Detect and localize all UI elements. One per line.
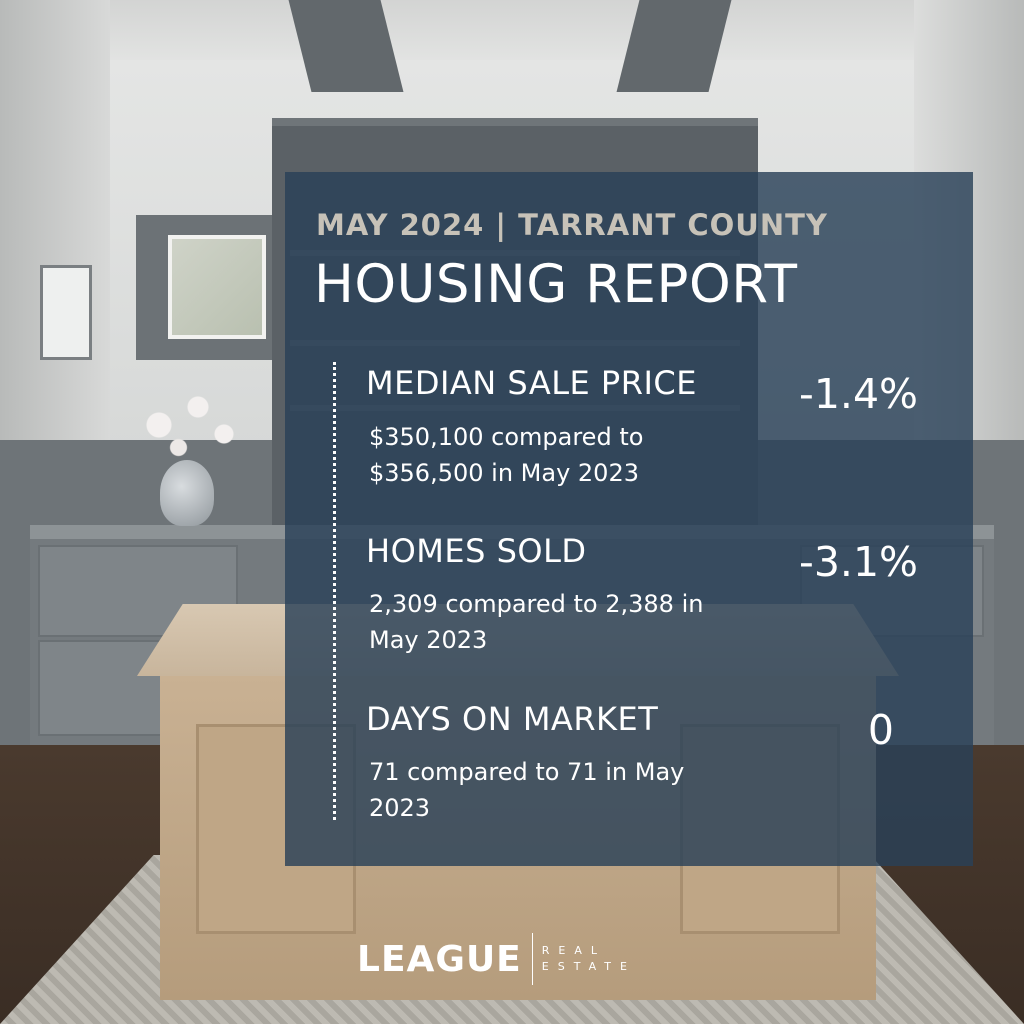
logo-subtext-line2: ESTATE <box>541 960 636 973</box>
logo-subtext-line1: REAL <box>541 944 607 957</box>
flower-arrangement <box>120 380 250 470</box>
wall-art <box>40 265 92 360</box>
window-glass <box>168 235 266 339</box>
metric-title-homes-sold: HOMES SOLD <box>366 532 587 570</box>
league-real-estate-logo: LEAGUE REAL ESTATE <box>357 932 636 986</box>
vase <box>160 460 214 526</box>
metric-desc-days-on-market: 71 compared to 71 in May 2023 <box>369 758 685 822</box>
metric-desc-homes-sold: 2,309 compared to 2,388 in May 2023 <box>369 590 704 654</box>
metric-change-days-on-market: 0 <box>867 706 894 754</box>
dotted-divider <box>333 362 336 820</box>
report-title: HOUSING REPORT <box>314 254 798 315</box>
logo-wordmark: LEAGUE <box>357 938 522 980</box>
metric-change-median-sale-price: -1.4% <box>799 370 918 418</box>
report-panel <box>285 172 973 866</box>
ceiling <box>0 0 1024 60</box>
metric-desc-median-sale-price: $350,100 compared to $356,500 in May 202… <box>369 423 644 487</box>
logo-divider <box>531 933 533 985</box>
window <box>136 215 282 360</box>
metric-title-median-sale-price: MEDIAN SALE PRICE <box>366 364 697 402</box>
metric-change-homes-sold: -3.1% <box>799 538 918 586</box>
metric-title-days-on-market: DAYS ON MARKET <box>366 700 659 738</box>
logo-subtext: REAL ESTATE <box>542 943 636 975</box>
report-eyebrow: MAY 2024 | TARRANT COUNTY <box>316 208 828 242</box>
